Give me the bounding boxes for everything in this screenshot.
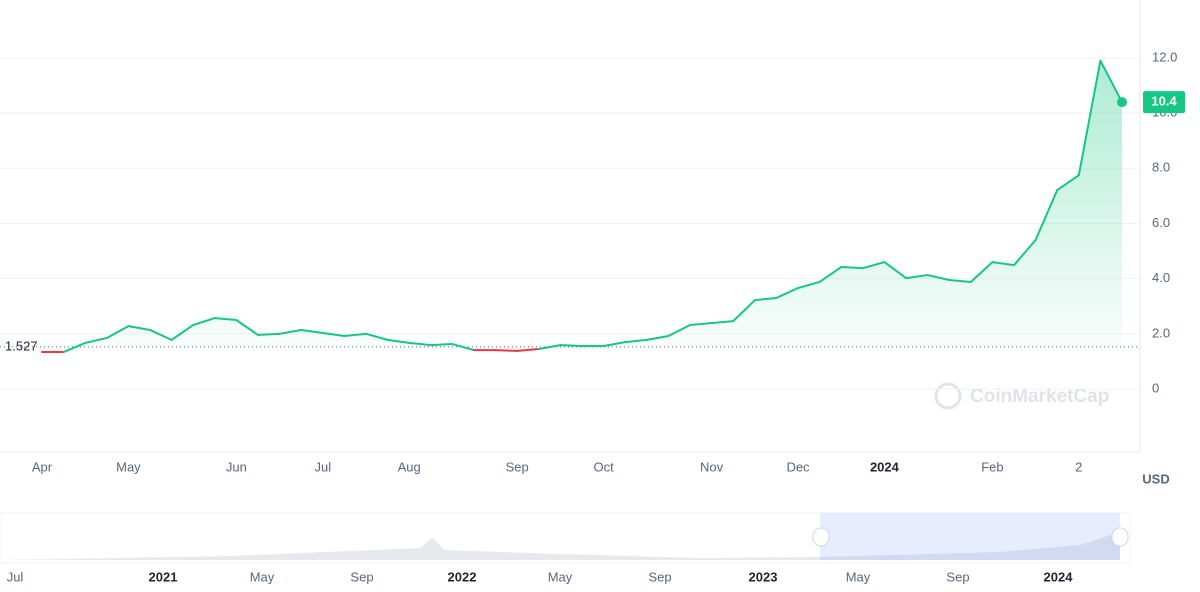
price-segment xyxy=(883,261,907,280)
price-segment xyxy=(62,341,87,354)
navigator-label: 2022 xyxy=(448,569,477,584)
price-segment xyxy=(213,317,238,322)
price-segment xyxy=(386,338,411,344)
price-segment xyxy=(537,344,562,350)
x-tick-label: Dec xyxy=(786,459,810,474)
navigator-label: May xyxy=(548,569,573,584)
x-tick-label: Apr xyxy=(32,459,53,474)
navigator-selection[interactable] xyxy=(820,513,1120,560)
navigator-label: 2023 xyxy=(749,569,778,584)
navigator-label: Jul xyxy=(7,569,24,584)
price-segment xyxy=(1013,239,1037,267)
price-segment xyxy=(84,336,108,344)
price-segment xyxy=(818,266,843,283)
watermark: CoinMarketCap xyxy=(934,382,1109,410)
price-segment xyxy=(1099,59,1123,104)
price-segment xyxy=(775,287,799,299)
price-segment xyxy=(840,266,864,270)
price-segment xyxy=(1077,59,1102,177)
price-segment xyxy=(451,343,475,352)
x-tick-label: Feb xyxy=(981,459,1003,474)
x-tick-label: Jul xyxy=(314,459,331,474)
price-segment xyxy=(321,331,346,338)
price-segment xyxy=(667,323,691,338)
x-tick-label: May xyxy=(116,459,141,474)
price-badge-label: 10.4 xyxy=(1151,94,1177,109)
price-segment xyxy=(645,335,670,341)
price-segment xyxy=(797,280,821,290)
price-segment xyxy=(408,341,432,347)
navigator-label: 2024 xyxy=(1044,569,1074,584)
price-segment xyxy=(710,320,735,325)
navigator-label: May xyxy=(846,569,871,584)
x-tick-label: 2 xyxy=(1075,459,1082,474)
y-tick-label: 6.0 xyxy=(1152,215,1170,230)
price-segment xyxy=(602,341,627,347)
price-segment xyxy=(905,274,929,280)
price-segment xyxy=(559,344,583,347)
price-segment xyxy=(948,279,972,283)
currency-label: USD xyxy=(1142,471,1169,486)
price-segment xyxy=(429,343,454,347)
price-segment xyxy=(753,296,778,302)
price-segment xyxy=(1056,174,1080,192)
x-tick-label: Aug xyxy=(398,459,421,474)
price-segment xyxy=(689,322,713,326)
price-segment xyxy=(257,332,281,336)
y-tick-label: 8.0 xyxy=(1152,160,1170,175)
reference-label: 1.527 xyxy=(5,338,38,353)
navigator-area xyxy=(0,532,1120,560)
price-segment xyxy=(170,323,195,341)
y-tick-label: 12.0 xyxy=(1152,49,1177,64)
x-tick-label: Oct xyxy=(593,459,614,474)
navigator-label: 2021 xyxy=(149,569,178,584)
navigator-label: Sep xyxy=(946,569,969,584)
price-segment xyxy=(127,325,151,331)
watermark-text: CoinMarketCap xyxy=(970,386,1109,407)
price-segment xyxy=(1034,189,1059,242)
price-segment xyxy=(343,332,367,338)
area xyxy=(42,60,1122,353)
price-segment xyxy=(926,274,951,282)
price-segment xyxy=(494,349,519,352)
price-segment xyxy=(278,328,303,335)
price-segment xyxy=(300,328,324,334)
x-tick-label: Jun xyxy=(226,459,247,474)
navigator-label: Sep xyxy=(648,569,671,584)
price-segment xyxy=(969,261,994,283)
navigator-handle[interactable] xyxy=(1111,527,1129,547)
price-segment xyxy=(732,299,756,323)
x-tick-label: Nov xyxy=(700,459,724,474)
price-segment xyxy=(365,332,389,341)
y-tick-label: 2.0 xyxy=(1152,325,1170,340)
price-badge xyxy=(1143,91,1185,114)
price-segment xyxy=(105,325,130,339)
price-segment xyxy=(516,347,540,352)
navigator-handle[interactable] xyxy=(812,527,830,547)
x-tick-label: 2024 xyxy=(870,459,900,474)
navigator-label: Sep xyxy=(350,569,373,584)
price-segment xyxy=(624,338,648,344)
price-segment xyxy=(991,261,1015,267)
x-tick-label: Sep xyxy=(506,459,529,474)
last-price-dot xyxy=(1117,97,1127,108)
navigator-label: May xyxy=(250,569,275,584)
price-segment xyxy=(192,317,216,326)
price-segment xyxy=(235,319,259,336)
price-segment xyxy=(861,261,886,270)
y-tick-label: 0 xyxy=(1152,380,1159,395)
price-segment xyxy=(149,328,173,341)
y-tick-label: 4.0 xyxy=(1152,270,1170,285)
